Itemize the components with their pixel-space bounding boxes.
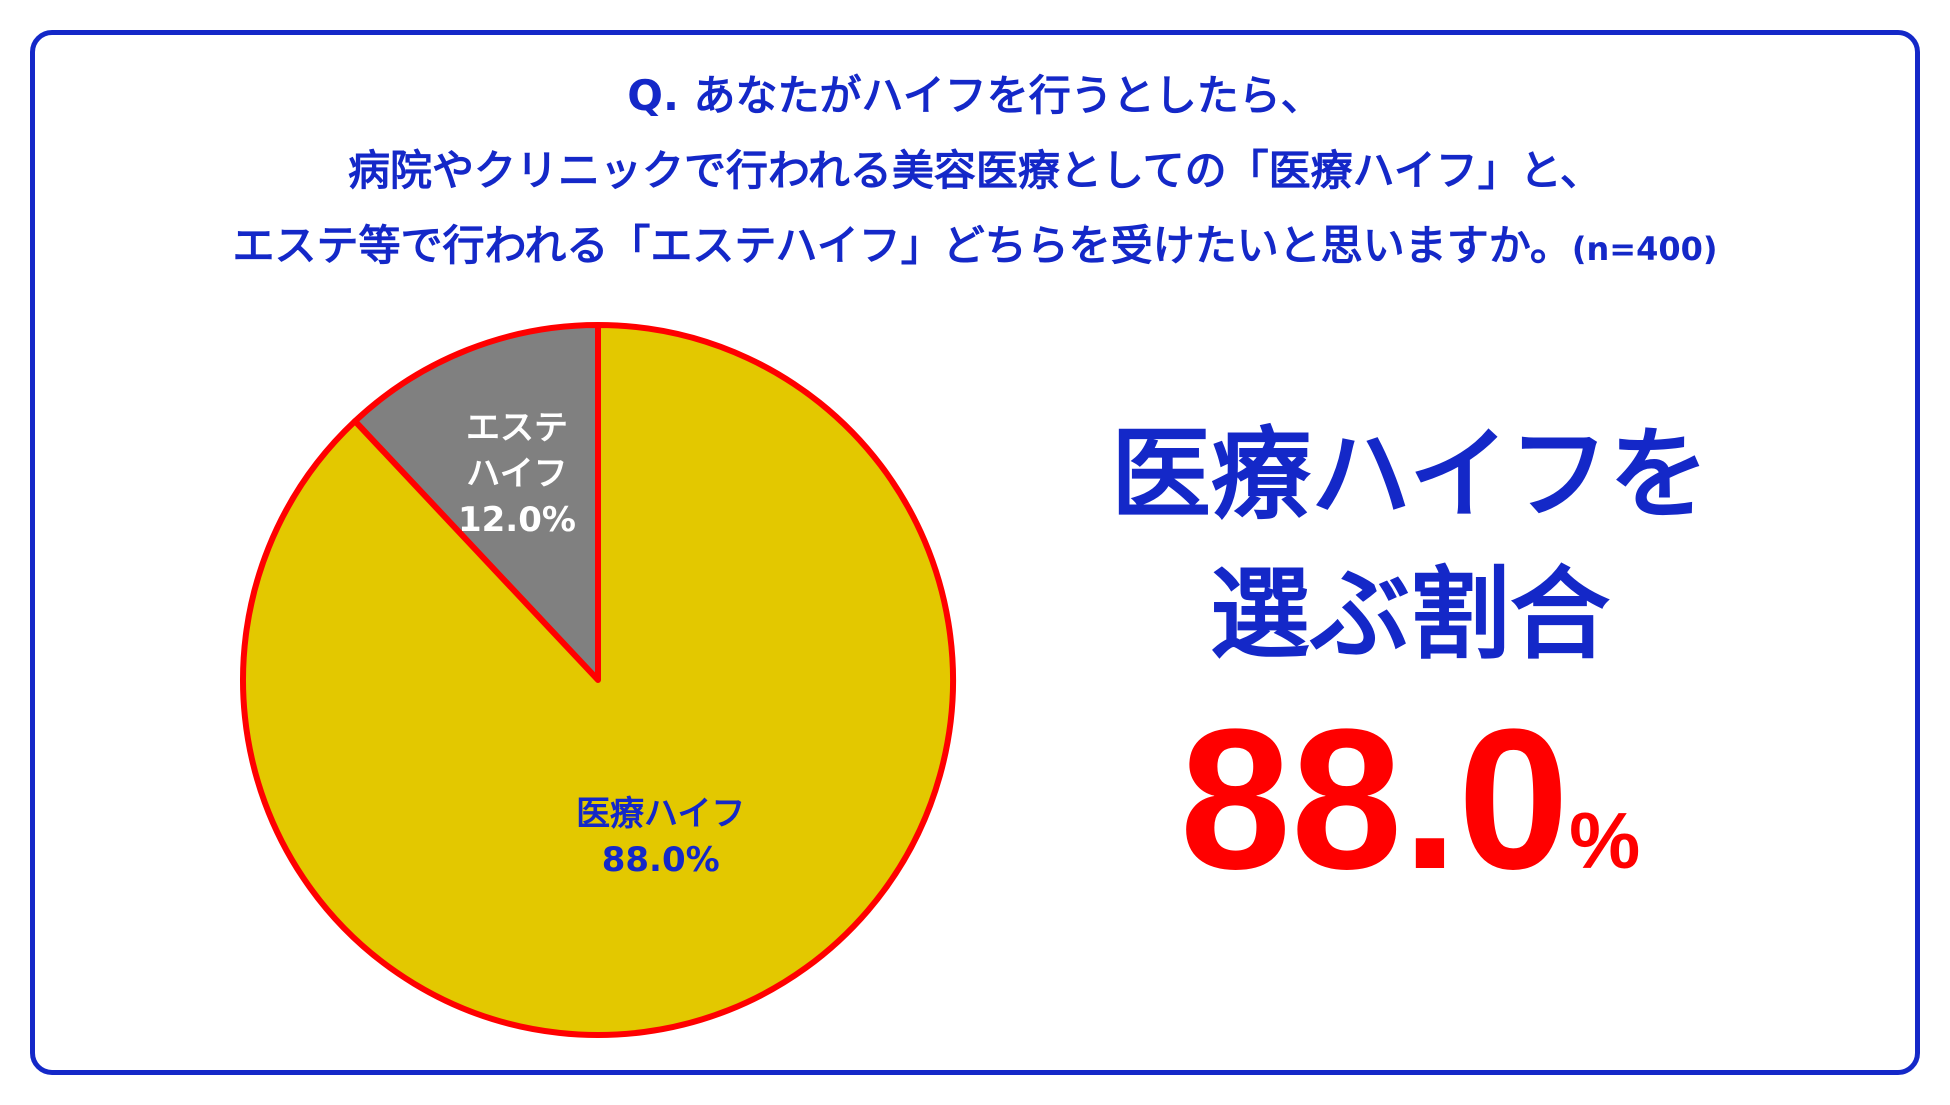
pie-category-label-0: エステ	[466, 408, 568, 448]
result-percentage: 88.0%	[1040, 700, 1780, 900]
pie-value-label-0: 12.0%	[458, 500, 576, 540]
pie-value-label-1: 88.0%	[602, 840, 720, 880]
pie-slice-0	[351, 322, 601, 683]
pie-slice-1	[240, 322, 956, 1038]
pie-category-label-1: 医療ハイフ	[576, 794, 745, 834]
sample-size: (n=400)	[1571, 230, 1718, 268]
pie-category-label-0: ハイフ	[466, 454, 567, 494]
result-value: 88.0	[1179, 688, 1570, 911]
question-line-3-text: エステ等で行われる「エステハイフ」どちらを受けたいと思いますか。	[232, 221, 1572, 270]
question-line-1: Q. あなたがハイフを行うとしたら、	[627, 71, 1323, 120]
result-heading-line-1: 医療ハイフを	[1111, 416, 1709, 533]
result-unit: %	[1569, 796, 1641, 885]
question-line-3: エステ等で行われる「エステハイフ」どちらを受けたいと思いますか。(n=400)	[40, 225, 1910, 267]
result-heading-line-2: 選ぶ割合	[1210, 556, 1610, 673]
question-line-2: 病院やクリニックで行われる美容医療としての「医療ハイフ」と、	[347, 146, 1603, 195]
chart-frame	[30, 30, 1920, 1075]
